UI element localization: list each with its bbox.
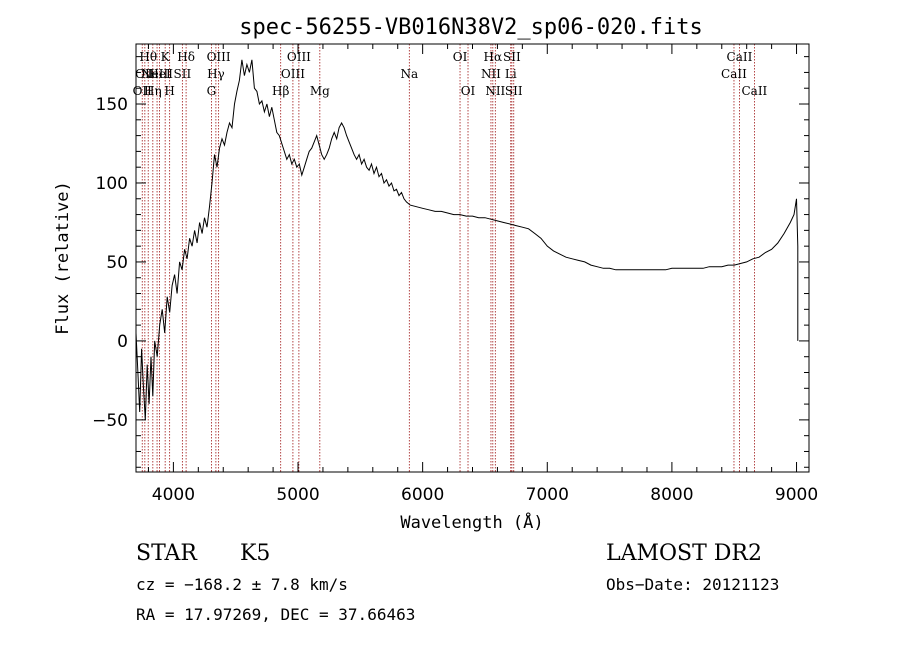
x-tick-label: 6000 (401, 485, 444, 505)
line-marker-label: Li (505, 67, 517, 81)
line-marker-label: OIII (207, 50, 231, 64)
x-tick-label: 8000 (650, 485, 693, 505)
y-axis-ticks: −50 0 50 100 150 (92, 56, 809, 468)
line-marker-label: K (161, 50, 171, 64)
line-marker-label: CaII (741, 84, 767, 98)
line-marker-label: SII (505, 84, 523, 98)
chart-title: spec-56255-VB016N38V2_sp06-020.fits (239, 15, 703, 40)
line-marker-label: OI (461, 84, 476, 98)
y-tick-label: −50 (92, 411, 128, 431)
line-marker-label: OIII (281, 67, 305, 81)
x-tick-label: 7000 (526, 485, 569, 505)
survey-release: LAMOST DR2 (606, 541, 762, 566)
coordinates-readout: RA = 17.97269, DEC = 37.66463 (136, 605, 415, 624)
redshift-readout: cz = −168.2 ± 7.8 km/s (136, 575, 348, 594)
x-axis-title: Wavelength (Å) (400, 511, 543, 533)
line-marker-label: H (164, 84, 174, 98)
line-marker-label: OI (453, 50, 468, 64)
line-marker-label: Hβ (272, 84, 289, 98)
line-markers (141, 44, 755, 472)
y-tick-label: 50 (106, 253, 128, 273)
line-marker-label: HeI (148, 67, 171, 81)
line-marker-label: OII (133, 84, 153, 98)
line-marker-label: Hα (484, 50, 503, 64)
x-axis-ticks: 4000 5000 6000 7000 8000 9000 (147, 44, 818, 505)
line-marker-label: Na (400, 67, 418, 81)
line-marker-label: Hη (144, 84, 162, 98)
line-marker-label: Hδ (177, 50, 195, 64)
y-tick-label: 100 (96, 174, 128, 194)
line-marker-label: CaII (727, 50, 753, 64)
line-marker-label: Hθ (139, 50, 157, 64)
line-marker-label: NeIII (141, 67, 173, 81)
line-marker-label: G (207, 84, 217, 98)
line-marker-labels: OIIOIIHθHηNeIIIHeIKHSIIHδGHγOIIIHβOIIIOI… (133, 50, 768, 98)
x-tick-label: 4000 (152, 485, 195, 505)
y-tick-label: 0 (117, 332, 128, 352)
line-marker-label: Hγ (207, 67, 225, 81)
y-tick-label: 150 (96, 95, 128, 115)
line-marker-label: SII (503, 50, 521, 64)
line-marker-label: CaII (721, 67, 747, 81)
object-class: STAR (136, 541, 198, 566)
line-marker-label: NII (481, 67, 501, 81)
y-axis-title: Flux (relative) (53, 181, 73, 335)
x-tick-label: 5000 (276, 485, 319, 505)
line-marker-label: Mg (310, 84, 330, 98)
spectrum-line (135, 59, 799, 420)
x-tick-label: 9000 (775, 485, 818, 505)
line-marker-label: NII (485, 84, 505, 98)
observation-date: Obs−Date: 20121123 (606, 575, 779, 594)
plot-frame (135, 43, 810, 473)
line-marker-label: OII (135, 67, 155, 81)
line-marker-label: OIII (287, 50, 311, 64)
object-subclass: K5 (240, 541, 270, 566)
line-marker-label: SII (174, 67, 192, 81)
